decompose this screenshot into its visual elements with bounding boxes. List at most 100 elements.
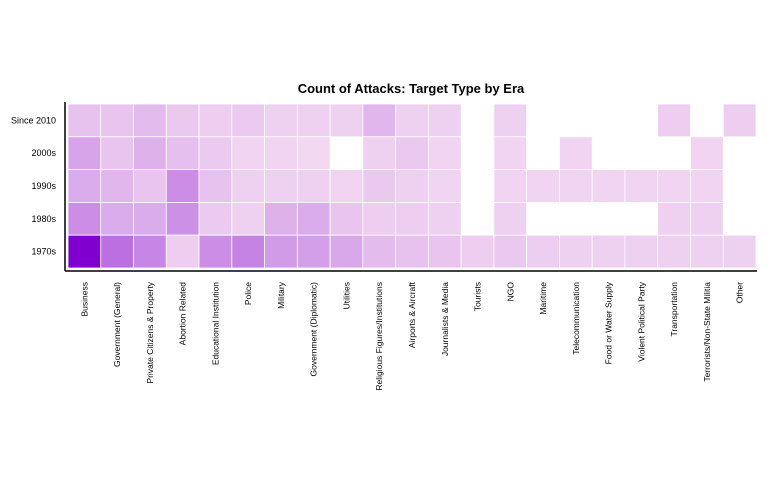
heatmap-cell-since-2010-journalists-media [427, 103, 462, 138]
heatmap-cell-2000s-journalists-media [427, 136, 462, 171]
heatmap-cell-1980s-business [67, 201, 102, 236]
heatmap-cell-since-2010-ngo [493, 103, 528, 138]
heatmap-cell-1990s-police [231, 169, 265, 203]
heatmap-cell-1980s-government-diplomatic [296, 201, 331, 236]
heatmap-cell-1980s-journalists-media [427, 201, 462, 236]
heatmap-cell-1990s-journalists-media [427, 169, 462, 203]
heatmap-cell-since-2010-utilities [329, 103, 364, 138]
heatmap-cell-1980s-private-citizens-property [133, 201, 167, 236]
heatmap-cell-1990s-religious-figures-institutions [362, 169, 397, 203]
heatmap-cell-1970s-food-or-water-supply [591, 234, 626, 269]
heatmap-cell-1970s-government-diplomatic [296, 234, 331, 269]
heatmap-cell-2000s-military [264, 136, 298, 171]
heatmap-cell-1970s-telecommunication [559, 234, 593, 269]
x-tick-label: Food or Water Supply [604, 281, 614, 364]
heatmap-cell-2000s-private-citizens-property [133, 136, 167, 171]
x-tick-label: Business [79, 282, 89, 317]
heatmap-cell-1990s-airports-aircraft [395, 169, 429, 203]
heatmap-cell-since-2010-religious-figures-institutions [362, 103, 397, 138]
heatmap-cell-1970s-private-citizens-property [133, 234, 167, 269]
x-tick-label: Transportation [669, 282, 679, 337]
heatmap-cell-since-2010-business [67, 103, 102, 138]
x-tick-label: Government (General) [112, 282, 122, 367]
heatmap-cell-1990s-abortion-related [165, 169, 200, 203]
heatmap-cell-1970s-military [264, 234, 298, 269]
heatmap-cell-1970s-government-general [100, 234, 134, 269]
x-tick-label: Police [243, 282, 253, 305]
heatmap-cell-2000s-government-general [100, 136, 134, 171]
heatmap-cell-1980s-educational-institution [198, 201, 233, 236]
heatmap-cell-2000s-educational-institution [198, 136, 233, 171]
x-tick-label: Airports & Aircraft [407, 281, 417, 348]
heatmap-cell-1980s-ngo [493, 201, 528, 236]
heatmap-cell-1990s-military [264, 169, 298, 203]
x-tick-label: Terrorists/Non-State Militia [702, 282, 712, 382]
x-tick-label: Abortion Related [178, 282, 188, 346]
heatmap-cell-1990s-business [67, 169, 102, 203]
heatmap-cell-since-2010-airports-aircraft [395, 103, 429, 138]
heatmap-cell-1970s-maritime [526, 234, 560, 269]
heatmap-cell-2000s-business [67, 136, 102, 171]
heatmap-cell-1990s-educational-institution [198, 169, 233, 203]
heatmap-cell-1970s-journalists-media [427, 234, 462, 269]
heatmap-cell-1980s-government-general [100, 201, 134, 236]
heatmap-cell-2000s-religious-figures-institutions [362, 136, 397, 171]
heatmap-cell-1970s-utilities [329, 234, 364, 269]
y-tick-label: 2000s [31, 148, 56, 158]
y-tick-label: 1980s [31, 214, 56, 224]
heatmap-cell-since-2010-government-general [100, 103, 134, 138]
heatmap-cell-1980s-utilities [329, 201, 364, 236]
x-tick-label: NGO [505, 282, 515, 302]
heatmap-cell-1980s-police [231, 201, 265, 236]
heatmap-cell-since-2010-police [231, 103, 265, 138]
y-axis-tick-labels: Since 2010 2000s 1990s 1980s 1970s [11, 115, 57, 256]
y-tick-label: 1990s [31, 181, 56, 191]
heatmap-cell-1990s-food-or-water-supply [591, 169, 626, 203]
heatmap-cell-1970s-ngo [493, 234, 528, 269]
x-axis-tick-labels: Business Government (General) Private Citi… [79, 281, 744, 390]
x-tick-label: Telecommunication [571, 282, 581, 355]
heatmap-cell-2000s-telecommunication [559, 136, 593, 171]
heatmap-cell-1970s-airports-aircraft [395, 234, 429, 269]
heatmap-cell-since-2010-military [264, 103, 298, 138]
x-tick-label: Other [735, 282, 745, 303]
heatmap-cell-1990s-violent-political-party [624, 169, 659, 203]
heatmap-cell-1980s-transportation [657, 201, 691, 236]
heatmap-cell-2000s-ngo [493, 136, 528, 171]
y-tick-label: 1970s [31, 247, 56, 257]
heatmap-cells [67, 103, 757, 269]
heatmap-cell-1980s-religious-figures-institutions [362, 201, 397, 236]
heatmap-cell-1970s-terrorists-non-state-militia [690, 234, 724, 269]
heatmap-cell-since-2010-other [722, 103, 757, 138]
heatmap-cell-1990s-utilities [329, 169, 364, 203]
x-tick-label: Military [276, 281, 286, 309]
heatmap-cell-since-2010-government-diplomatic [296, 103, 331, 138]
heatmap-cell-2000s-abortion-related [165, 136, 200, 171]
x-tick-label: Tourists [473, 282, 483, 311]
heatmap-cell-1990s-transportation [657, 169, 691, 203]
heatmap-cell-1980s-abortion-related [165, 201, 200, 236]
heatmap-cell-since-2010-transportation [657, 103, 691, 138]
heatmap-cell-2000s-government-diplomatic [296, 136, 331, 171]
heatmap-cell-1970s-educational-institution [198, 234, 233, 269]
heatmap-cell-1990s-ngo [493, 169, 528, 203]
heatmap-cell-1990s-terrorists-non-state-militia [690, 169, 724, 203]
heatmap-cell-since-2010-private-citizens-property [133, 103, 167, 138]
heatmap-cell-1970s-abortion-related [165, 234, 200, 269]
heatmap-cell-1990s-telecommunication [559, 169, 593, 203]
heatmap-cell-1970s-police [231, 234, 265, 269]
heatmap-cell-2000s-terrorists-non-state-militia [690, 136, 724, 171]
heatmap-cell-2000s-airports-aircraft [395, 136, 429, 171]
x-tick-label: Religious Figures/Institutions [374, 282, 384, 391]
heatmap-cell-1970s-business [67, 234, 102, 269]
heatmap-cell-1970s-transportation [657, 234, 691, 269]
x-tick-label: Educational Institution [210, 282, 220, 365]
heatmap-cell-1970s-tourists [460, 234, 495, 269]
heatmap-cell-2000s-police [231, 136, 265, 171]
heatmap-cell-1990s-government-diplomatic [296, 169, 331, 203]
heatmap-cell-1980s-terrorists-non-state-militia [690, 201, 724, 236]
heatmap-cell-1970s-other [722, 234, 757, 269]
x-tick-label: Private Citizens & Property [145, 281, 155, 383]
y-tick-label: Since 2010 [11, 115, 56, 125]
